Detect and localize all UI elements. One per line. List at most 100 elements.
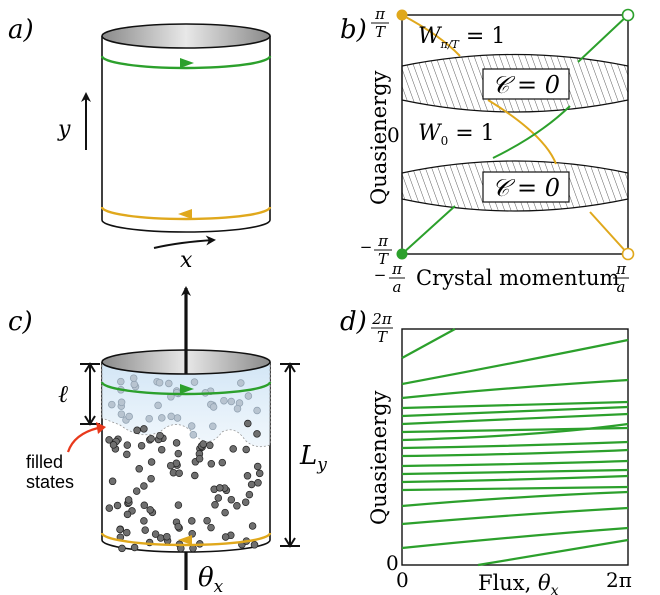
quasienergy-line — [401, 459, 629, 468]
particle-dot — [163, 532, 171, 541]
quasienergy-line — [401, 378, 629, 400]
panel-a: a) y x — [8, 15, 272, 273]
tick-y-top-b: π T — [371, 5, 389, 41]
edge-mode-bottom-a — [100, 206, 272, 221]
edge-arrow-top-a — [180, 58, 194, 68]
tick-y-bottom-d: 0 — [386, 551, 399, 575]
particle-dot — [123, 510, 132, 519]
edge-arrow-top-c — [180, 384, 194, 394]
quasienergy-lines — [401, 328, 629, 567]
tick-x-right-b: π a — [613, 260, 629, 296]
particle-dot — [253, 406, 261, 415]
quasienergy-line — [477, 538, 629, 567]
particle-dot — [253, 430, 261, 438]
quasienergy-line — [401, 422, 629, 442]
particle-dot — [130, 380, 139, 389]
particle-dot — [140, 425, 148, 433]
particle-dot — [118, 544, 126, 553]
filled-states-pointer-head — [96, 422, 106, 434]
particle-dot — [247, 480, 256, 489]
particle-dot — [241, 498, 250, 506]
endpoint-green-bottomleft — [396, 248, 408, 260]
particle-dot — [173, 414, 182, 422]
quasienergy-line — [401, 338, 629, 386]
particle-dot — [133, 426, 141, 435]
svg-text:T: T — [375, 23, 386, 41]
svg-text:π: π — [374, 5, 386, 23]
particle-dot — [123, 528, 131, 537]
particle-dot — [227, 397, 236, 406]
svg-text:2π: 2π — [371, 310, 393, 328]
particle-dot — [140, 482, 148, 490]
particle-dot — [244, 419, 252, 428]
y-axis-label-a: y — [57, 117, 71, 142]
tick-y-mid-b: 0 — [387, 123, 400, 147]
particle-dot — [175, 469, 183, 477]
quasienergy-line — [401, 506, 629, 526]
endpoint-gold-bottomright — [621, 247, 635, 261]
particle-dot — [255, 469, 264, 478]
edge-mode-top-c — [100, 381, 272, 396]
tick-x-right-d: 2π — [606, 568, 632, 592]
particle-dot — [245, 490, 254, 499]
particle-dot — [157, 445, 166, 454]
particle-dot — [155, 378, 164, 387]
filled-states-label-2: states — [26, 472, 74, 492]
panel-a-label: a) — [8, 15, 34, 45]
particle-dot — [117, 398, 126, 407]
particle-dot — [117, 377, 125, 386]
quasienergy-line — [401, 490, 629, 508]
svg-text:−: − — [374, 266, 387, 284]
particle-dot — [237, 379, 245, 387]
particle-dot — [207, 460, 216, 468]
chern-label-lower: 𝒞 = 0 — [492, 174, 560, 202]
particle-dot — [188, 517, 196, 525]
particle-dot — [174, 449, 183, 458]
svg-text:T: T — [377, 328, 388, 346]
svg-text:π: π — [615, 260, 627, 278]
particle-dot — [137, 441, 146, 450]
ell-bracket — [80, 362, 100, 426]
particle-dot — [166, 461, 175, 470]
particle-dot — [165, 379, 173, 388]
svg-text:π: π — [391, 260, 403, 278]
particle-dot — [117, 410, 126, 418]
filled-states-label-1: filled — [26, 452, 63, 472]
xlabel-b: Crystal momentum — [416, 266, 619, 290]
particle-dot — [218, 458, 227, 467]
edge-mode-bottom-c — [100, 532, 272, 547]
particle-dot — [209, 403, 218, 411]
particle-dot — [190, 378, 199, 386]
particle-dot — [140, 517, 148, 525]
particle-dot — [199, 440, 207, 448]
chern-box-upper — [482, 68, 570, 100]
chern-box-lower — [482, 171, 570, 203]
cylinder-a-body — [101, 36, 271, 233]
particle-dot — [105, 436, 113, 444]
particle-dot — [250, 541, 259, 549]
particle-dot — [135, 465, 143, 473]
particle-dot — [220, 396, 228, 405]
panel-b: b) 𝒞 = 0 𝒞 = 0 Wπ/T = 1 W0 = 1 π T — [340, 5, 635, 296]
particle-dot — [167, 412, 175, 421]
endpoint-green-topright — [621, 8, 635, 22]
particle-dot — [209, 422, 217, 431]
particle-dot — [145, 414, 153, 423]
particle-dot — [124, 496, 133, 504]
particle-dot — [174, 522, 182, 531]
panel-c-label: c) — [8, 307, 33, 337]
x-axis-arrow — [153, 235, 216, 249]
particle-dot — [189, 431, 198, 439]
particle-dot — [253, 462, 262, 471]
particle-dot — [156, 431, 164, 440]
particle-dot — [188, 530, 196, 538]
particle-dot — [125, 412, 133, 421]
particle-dot — [207, 523, 215, 532]
quasienergy-line — [401, 468, 629, 476]
tick-y-bottom-b: − π T — [360, 232, 392, 268]
edge-band-green — [401, 14, 629, 255]
winding-label-top: Wπ/T = 1 — [418, 24, 505, 51]
filled-states-pointer — [66, 426, 99, 453]
